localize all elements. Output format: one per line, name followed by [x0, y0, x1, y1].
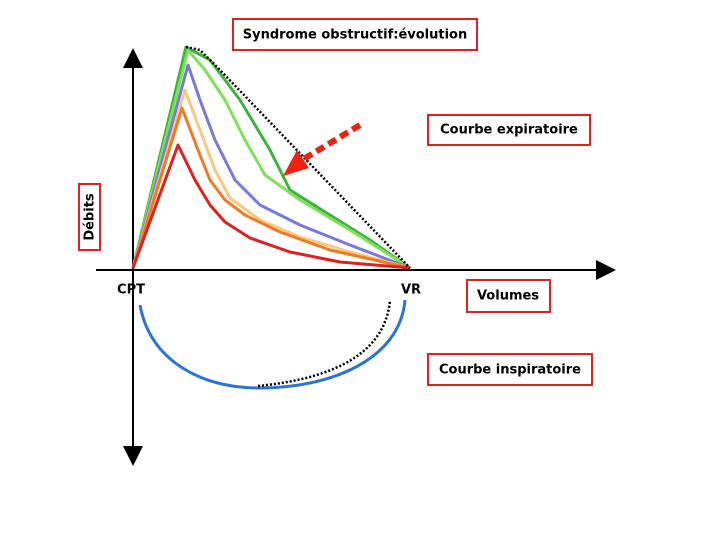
flow-axis-label: Débits [83, 193, 98, 241]
curve-green [131, 45, 411, 270]
curve-red [131, 143, 411, 270]
expiratory-label: Courbe expiratoire [440, 123, 578, 138]
pointer-arrowhead [283, 150, 309, 176]
curve-normal-dotted [185, 45, 411, 269]
curve-orange [131, 106, 411, 270]
curve-light-green [131, 48, 411, 270]
start-volume-label: CPT [117, 283, 145, 298]
title-box [232, 18, 478, 51]
inspiratory-label: Courbe inspiratoire [439, 363, 581, 378]
inspiratory-normal-dotted [257, 299, 392, 388]
flow-axis-box [78, 183, 101, 251]
volume-axis-box [466, 279, 551, 313]
expiratory-box [427, 114, 591, 146]
curve-blue [131, 63, 411, 270]
volume-axis-label: Volumes [477, 289, 539, 304]
end-volume-label: VR [401, 283, 421, 298]
title: Syndrome obstructif:évolution [243, 28, 468, 43]
inspiratory-curve [138, 299, 407, 390]
curve-light-orange [131, 88, 411, 270]
pointer-arrow [300, 122, 362, 163]
inspiratory-box [427, 353, 593, 386]
